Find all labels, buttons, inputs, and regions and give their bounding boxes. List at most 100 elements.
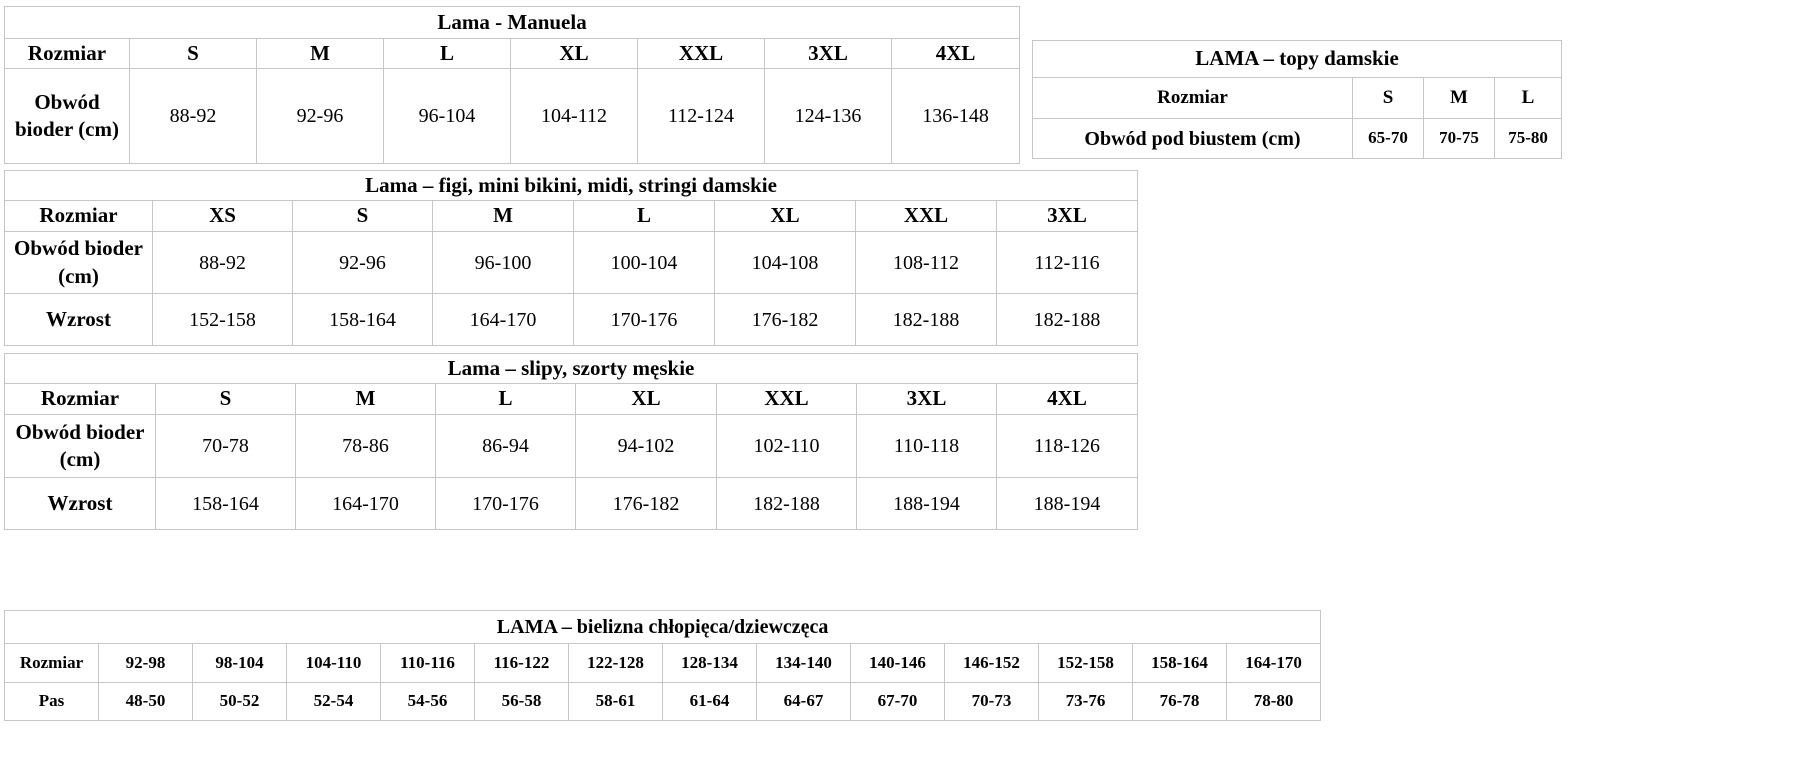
bielizna-size-cell: 146-152	[944, 643, 1039, 683]
slipy-value-cell: 78-86	[295, 414, 436, 478]
bielizna-size-cell: 140-146	[850, 643, 945, 683]
figi-value-cell: 158-164	[292, 293, 433, 346]
figi-size-header: XS	[152, 200, 293, 232]
figi-value-cell: 182-188	[855, 293, 997, 346]
bielizna-size-cell: 152-158	[1038, 643, 1133, 683]
bielizna-pas-cell: 50-52	[192, 682, 287, 721]
manuela-value-cell: 96-104	[383, 68, 511, 164]
slipy-value-cell: 158-164	[155, 477, 296, 530]
slipy-size-header: XXL	[716, 383, 857, 415]
bielizna-size-cell: 98-104	[192, 643, 287, 683]
bielizna-pas-cell: 67-70	[850, 682, 945, 721]
manuela-size-table: Lama - Manuela Rozmiar S M L XL XXL 3XL …	[3, 6, 1021, 164]
slipy-size-header: L	[435, 383, 576, 415]
bielizna-size-table: LAMA – bielizna chłopięca/dziewczęca Roz…	[3, 610, 1322, 721]
bielizna-pas-cell: 48-50	[98, 682, 193, 721]
figi-size-header: L	[573, 200, 715, 232]
slipy-size-header: XL	[575, 383, 717, 415]
figi-row-label: Obwód bioder (cm)	[4, 231, 153, 294]
figi-value-cell: 176-182	[714, 293, 856, 346]
figi-value-cell: 182-188	[995, 293, 1139, 346]
figi-size-header: XXL	[855, 200, 997, 232]
topy-value-cell: 65-70	[1352, 118, 1424, 159]
figi-value-cell: 88-92	[152, 231, 293, 294]
bielizna-pas-cell: 52-54	[286, 682, 381, 721]
slipy-value-cell: 188-194	[856, 477, 997, 530]
figi-size-header: XL	[714, 200, 856, 232]
slipy-value-cell: 188-194	[996, 477, 1138, 530]
bielizna-pas-cell: 56-58	[474, 682, 569, 721]
manuela-size-header: M	[256, 38, 384, 69]
manuela-value-cell: 92-96	[256, 68, 384, 164]
bielizna-pas-cell: 58-61	[568, 682, 663, 721]
bielizna-pas-cell: 64-67	[756, 682, 851, 721]
manuela-value-cell: 104-112	[510, 68, 638, 164]
figi-value-cell: 104-108	[714, 231, 856, 294]
bielizna-pas-cell: 76-78	[1132, 682, 1227, 721]
slipy-value-cell: 176-182	[575, 477, 717, 530]
topy-value-cell: 70-75	[1423, 118, 1495, 159]
bielizna-size-cell: 158-164	[1132, 643, 1227, 683]
manuela-row-label: Obwód bioder (cm)	[4, 68, 130, 164]
manuela-table-title: Lama - Manuela	[3, 6, 1021, 39]
slipy-size-header: 4XL	[996, 383, 1138, 415]
slipy-table-title: Lama – slipy, szorty męskie	[4, 353, 1138, 384]
slipy-row-label: Wzrost	[4, 477, 156, 530]
manuela-size-header: 3XL	[764, 38, 892, 69]
bielizna-size-cell: 122-128	[568, 643, 663, 683]
manuela-header-rozmiar: Rozmiar	[4, 38, 130, 69]
bielizna-pas-cell: 54-56	[380, 682, 475, 721]
figi-header-rozmiar: Rozmiar	[4, 200, 153, 232]
topy-size-header: S	[1352, 77, 1424, 119]
figi-value-cell: 100-104	[573, 231, 715, 294]
manuela-value-cell: 88-92	[129, 68, 257, 164]
manuela-value-cell: 136-148	[890, 68, 1021, 164]
slipy-size-header: S	[155, 383, 296, 415]
figi-row-label: Wzrost	[4, 293, 153, 346]
figi-value-cell: 92-96	[292, 231, 433, 294]
slipy-value-cell: 118-126	[996, 414, 1138, 478]
bielizna-size-cell: 164-170	[1225, 643, 1322, 683]
bielizna-pas-cell: 61-64	[662, 682, 757, 721]
topy-value-cell: 75-80	[1493, 118, 1563, 159]
figi-value-cell: 164-170	[432, 293, 574, 346]
bielizna-pas-cell: 73-76	[1038, 682, 1133, 721]
manuela-size-header: S	[129, 38, 257, 69]
slipy-value-cell: 94-102	[575, 414, 717, 478]
bielizna-size-cell: 104-110	[286, 643, 381, 683]
manuela-size-header: 4XL	[890, 38, 1021, 69]
slipy-value-cell: 86-94	[435, 414, 576, 478]
slipy-size-table: Lama – slipy, szorty męskie Rozmiar S M …	[4, 353, 1138, 530]
slipy-size-header: M	[295, 383, 436, 415]
bielizna-size-cell: 116-122	[474, 643, 569, 683]
bielizna-row-label: Rozmiar	[4, 643, 99, 683]
topy-size-header: L	[1493, 77, 1563, 119]
slipy-value-cell: 110-118	[856, 414, 997, 478]
manuela-size-header: XXL	[637, 38, 765, 69]
figi-value-cell: 170-176	[573, 293, 715, 346]
figi-value-cell: 108-112	[855, 231, 997, 294]
topy-table-title: LAMA – topy damskie	[1031, 40, 1563, 78]
figi-value-cell: 152-158	[152, 293, 293, 346]
bielizna-pas-cell: 78-80	[1225, 682, 1322, 721]
slipy-value-cell: 170-176	[435, 477, 576, 530]
slipy-row-label: Obwód bioder (cm)	[4, 414, 156, 478]
slipy-header-rozmiar: Rozmiar	[4, 383, 156, 415]
slipy-value-cell: 70-78	[155, 414, 296, 478]
bielizna-table-title: LAMA – bielizna chłopięca/dziewczęca	[3, 610, 1322, 644]
slipy-value-cell: 102-110	[716, 414, 857, 478]
figi-table-title: Lama – figi, mini bikini, midi, stringi …	[3, 170, 1139, 201]
slipy-value-cell: 182-188	[716, 477, 857, 530]
figi-value-cell: 96-100	[432, 231, 574, 294]
figi-size-header: 3XL	[995, 200, 1139, 232]
figi-size-header: S	[292, 200, 433, 232]
manuela-size-header: L	[383, 38, 511, 69]
bielizna-size-cell: 128-134	[662, 643, 757, 683]
slipy-value-cell: 164-170	[295, 477, 436, 530]
bielizna-pas-cell: 70-73	[944, 682, 1039, 721]
manuela-value-cell: 124-136	[764, 68, 892, 164]
bielizna-size-cell: 134-140	[756, 643, 851, 683]
topy-header-rozmiar: Rozmiar	[1032, 77, 1353, 119]
slipy-size-header: 3XL	[856, 383, 997, 415]
topy-size-table: LAMA – topy damskie Rozmiar S M L Obwód …	[1031, 40, 1563, 159]
